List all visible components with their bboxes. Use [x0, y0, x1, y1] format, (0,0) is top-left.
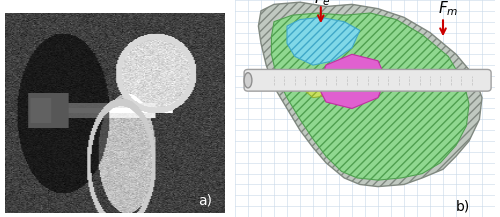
Polygon shape	[287, 17, 360, 65]
Polygon shape	[258, 2, 482, 187]
Text: a): a)	[198, 194, 212, 208]
Text: $F_m$: $F_m$	[438, 0, 458, 18]
Ellipse shape	[244, 73, 252, 88]
Text: $F_e$: $F_e$	[314, 0, 331, 8]
Polygon shape	[305, 76, 334, 98]
Polygon shape	[318, 54, 386, 108]
Text: b): b)	[456, 199, 470, 214]
Polygon shape	[272, 13, 469, 180]
FancyBboxPatch shape	[244, 69, 491, 91]
